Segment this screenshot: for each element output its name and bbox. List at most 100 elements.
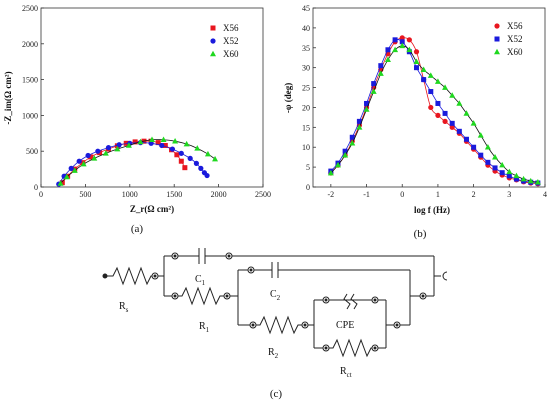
bode-fit-line-x52 bbox=[330, 38, 538, 184]
nyquist-point-x60 bbox=[71, 167, 78, 173]
bode-xlabel: log f (Hz) bbox=[414, 205, 450, 215]
nyquist-y-tick-label: 2000 bbox=[22, 40, 38, 49]
bode-point-x60 bbox=[420, 66, 427, 72]
nyquist-point-x60 bbox=[172, 137, 179, 144]
nyquist-x-tick-label: 2500 bbox=[255, 190, 271, 199]
nyquist-ylabel: -Z_im(Ω cm²) bbox=[3, 71, 13, 124]
bode-point-x60 bbox=[334, 161, 341, 168]
nyquist-point-x60 bbox=[149, 136, 155, 143]
bode-point-x56 bbox=[406, 37, 412, 43]
nyquist-legend-label-x60: X60 bbox=[223, 49, 239, 59]
nyquist-point-x60 bbox=[137, 138, 144, 145]
nyquist-point-x52 bbox=[159, 142, 165, 149]
bode-point-x52 bbox=[421, 77, 427, 83]
bode-x-tick-label: 2 bbox=[472, 190, 476, 199]
nyquist-point-x60 bbox=[91, 155, 98, 161]
nyquist-point-x52 bbox=[169, 146, 176, 152]
nyquist-point-x60 bbox=[194, 145, 201, 151]
nyquist-point-x52 bbox=[178, 150, 184, 156]
nyquist-point-x56 bbox=[155, 140, 161, 146]
bode-x-tick-label: 4 bbox=[543, 190, 547, 199]
bode-legend-label-x52: X52 bbox=[507, 34, 523, 44]
bode-point-x52 bbox=[456, 128, 462, 134]
circuit-output-terminal bbox=[442, 271, 448, 281]
bode-fit-line-x56 bbox=[330, 37, 538, 185]
bode-point-x60 bbox=[384, 56, 391, 63]
bode-x-tick-label: -1 bbox=[363, 190, 370, 199]
nyquist-point-x56 bbox=[88, 154, 94, 160]
nyquist-point-x56 bbox=[174, 152, 180, 158]
nyquist-xlabel: Z_r(Ω cm²) bbox=[130, 204, 174, 214]
nyquist-x-tick-label: 1000 bbox=[122, 190, 138, 199]
nyquist-x-tick-label: 0 bbox=[39, 190, 43, 199]
bode-point-x60 bbox=[477, 132, 484, 138]
nyquist-plot-frame bbox=[40, 7, 264, 188]
bode-y-tick-label: 15 bbox=[302, 123, 310, 132]
nyquist-legend-marker-x56 bbox=[210, 25, 216, 31]
nyquist-point-x60 bbox=[183, 140, 190, 147]
bode-point-x60 bbox=[427, 72, 434, 78]
bode-point-x60 bbox=[392, 46, 399, 53]
bode-y-tick-label: 30 bbox=[302, 64, 310, 73]
nyquist-point-x52 bbox=[193, 160, 199, 166]
bode-point-x52 bbox=[506, 173, 512, 179]
bode-point-x60 bbox=[434, 78, 441, 84]
bode-point-x60 bbox=[513, 172, 520, 179]
bode-point-x60 bbox=[534, 179, 541, 185]
circuit-labels: Rs C1 R1 C2 R2 CPE Rct (c) bbox=[119, 274, 354, 400]
nyquist-legend-label-x56: X56 bbox=[223, 23, 239, 33]
resistor-rct bbox=[329, 338, 372, 358]
nyquist-point-x60 bbox=[204, 150, 211, 157]
nyquist-x-tick-label: 1500 bbox=[166, 190, 182, 199]
cpe-element bbox=[343, 293, 351, 310]
nyquist-point-x56 bbox=[162, 142, 168, 148]
bode-fit-line-x60 bbox=[330, 45, 538, 183]
bode-point-x60 bbox=[492, 153, 499, 160]
bode-point-x52 bbox=[449, 120, 455, 126]
bode-point-x60 bbox=[406, 46, 413, 53]
bode-point-x52 bbox=[442, 110, 448, 116]
nyquist-point-x60 bbox=[114, 145, 121, 152]
nyquist-x-tick-label: 2000 bbox=[211, 190, 227, 199]
bode-point-x56 bbox=[435, 112, 441, 118]
nyquist-point-x52 bbox=[204, 172, 210, 179]
bode-point-x60 bbox=[370, 88, 377, 94]
bode-point-x60 bbox=[363, 106, 370, 112]
nyquist-point-x60 bbox=[57, 180, 64, 186]
bode-point-x56 bbox=[399, 35, 405, 41]
bode-point-x60 bbox=[449, 92, 456, 98]
bode-point-x52 bbox=[385, 47, 391, 53]
nyquist-point-x52 bbox=[68, 165, 74, 171]
nyquist-point-x56 bbox=[59, 180, 65, 186]
label-rs: Rs bbox=[119, 301, 129, 314]
bode-point-x60 bbox=[349, 140, 356, 146]
label-r2: R2 bbox=[268, 347, 279, 360]
label-c2: C2 bbox=[270, 289, 281, 302]
bode-point-x60 bbox=[327, 169, 334, 176]
bode-y-tick-label: 20 bbox=[302, 103, 310, 112]
nyquist-point-x60 bbox=[160, 136, 167, 143]
bode-y-tick-label: 5 bbox=[306, 163, 310, 172]
bode-point-x60 bbox=[506, 168, 513, 175]
nyquist-plot: 0 500 1000 1500 2000 2500 0 500 1000 1500 2000 2500… bbox=[3, 4, 271, 235]
bode-x-tick-label: -2 bbox=[328, 190, 335, 199]
label-r1: R1 bbox=[199, 321, 210, 334]
nyquist-point-x52 bbox=[76, 158, 82, 164]
bode-point-x60 bbox=[527, 177, 534, 184]
bode-legend-marker-x56 bbox=[494, 23, 500, 29]
bode-y-tick-label: 0 bbox=[306, 183, 310, 192]
nyquist-point-x60 bbox=[125, 142, 132, 148]
bode-point-x56 bbox=[428, 104, 434, 111]
bode-ylabel: -φ (deg) bbox=[283, 83, 293, 113]
bode-point-x52 bbox=[478, 152, 484, 158]
bode-point-x52 bbox=[513, 176, 519, 182]
bode-x-tick-label: 0 bbox=[400, 190, 404, 199]
bode-point-x60 bbox=[442, 84, 449, 90]
equivalent-circuit bbox=[102, 248, 448, 358]
bode-legend-marker-x60 bbox=[494, 48, 500, 55]
bode-y-tick-label: 35 bbox=[302, 44, 310, 53]
nyquist-x-tick-label: 500 bbox=[79, 190, 91, 199]
nyquist-y-tick-label: 0 bbox=[34, 183, 38, 192]
bode-point-x60 bbox=[484, 144, 491, 150]
